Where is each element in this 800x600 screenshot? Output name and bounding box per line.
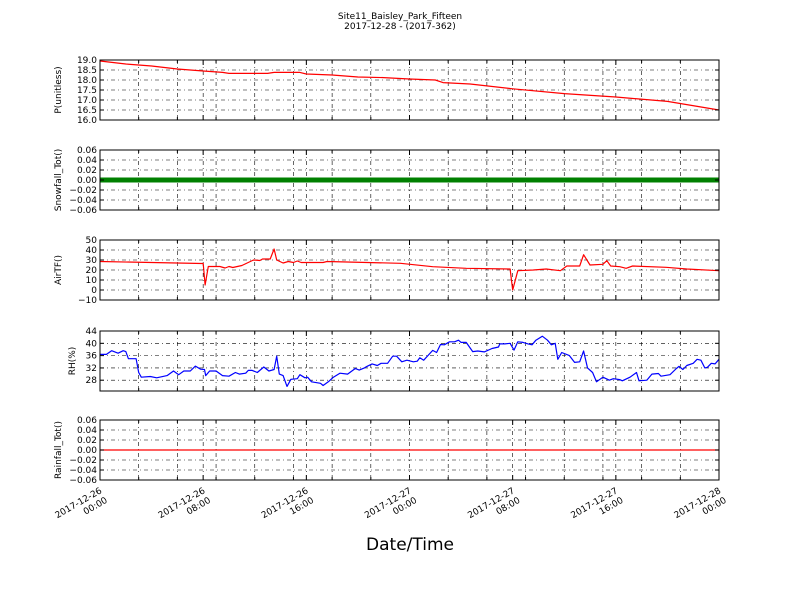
- y-tick-label: 0.02: [77, 436, 97, 446]
- y-tick-label: 32: [86, 364, 97, 374]
- y-tick-label: 36: [86, 352, 98, 362]
- series-line-3: [100, 335, 720, 387]
- y-tick-label: 0: [91, 286, 97, 296]
- y-tick-label: 10: [86, 276, 98, 286]
- y-tick-label: 0.00: [77, 176, 97, 186]
- y-tick-label: 40: [86, 339, 98, 349]
- y-tick-label: −0.02: [69, 456, 97, 466]
- y-tick-label: −0.04: [69, 196, 97, 206]
- y-tick-label: 20: [86, 266, 98, 276]
- y-tick-label: −0.06: [69, 206, 97, 216]
- y-tick-label: 0.04: [77, 156, 97, 166]
- panel-1: −0.06−0.04−0.020.000.020.040.06 Snowfall_…: [54, 146, 720, 216]
- y-tick-label: 0.06: [77, 146, 97, 156]
- y-tick-label: 0.04: [77, 426, 97, 436]
- panel-3: 28 32 36 40 44 RH(%): [68, 327, 720, 392]
- y-tick-label: 44: [86, 327, 98, 337]
- y-tick-label: 0.02: [77, 166, 97, 176]
- y-axis-label: Rainfall_Tot(): [54, 421, 64, 479]
- y-tick-label: 16.5: [77, 106, 97, 116]
- y-tick-label: 18.5: [77, 66, 97, 76]
- y-tick-label: 17.0: [77, 96, 97, 106]
- y-axis-label: P(unitless): [54, 66, 64, 113]
- y-axis-label: RH(%): [68, 347, 78, 376]
- x-axis-label: Date/Time: [366, 535, 454, 555]
- y-tick-label: 40: [86, 246, 98, 256]
- y-axis-label: AirTF(): [54, 255, 64, 285]
- y-tick-label: 0.00: [77, 446, 97, 456]
- panel-4: −0.06−0.04−0.020.000.020.040.06 Rainfall_…: [54, 416, 720, 486]
- y-tick-label: 17.5: [77, 86, 97, 96]
- y-tick-label: 28: [86, 376, 98, 386]
- y-tick-label: 19.0: [77, 56, 97, 66]
- y-tick-label: −0.04: [69, 466, 97, 476]
- y-tick-label: −0.02: [69, 186, 97, 196]
- series-line-2: [99, 248, 720, 291]
- y-axis-label: Snowfall_Tot(): [54, 149, 64, 212]
- y-tick-label: 0.06: [77, 416, 97, 426]
- y-tick-label: 16.0: [77, 116, 97, 126]
- y-tick-label: −10: [78, 296, 97, 306]
- chart-subtitle: 2017-12-28 - (2017-362): [344, 22, 456, 32]
- y-tick-label: 30: [86, 256, 98, 266]
- chart-title: Site11_Baisley_Park_Fifteen: [338, 12, 462, 22]
- y-tick-label: 50: [86, 236, 98, 246]
- y-tick-label: 18.0: [77, 76, 97, 86]
- panel-0: 16.016.517.017.518.018.519.0 P(unitless): [54, 56, 720, 126]
- y-tick-label: −0.06: [69, 476, 97, 486]
- series-line-0: [99, 60, 720, 111]
